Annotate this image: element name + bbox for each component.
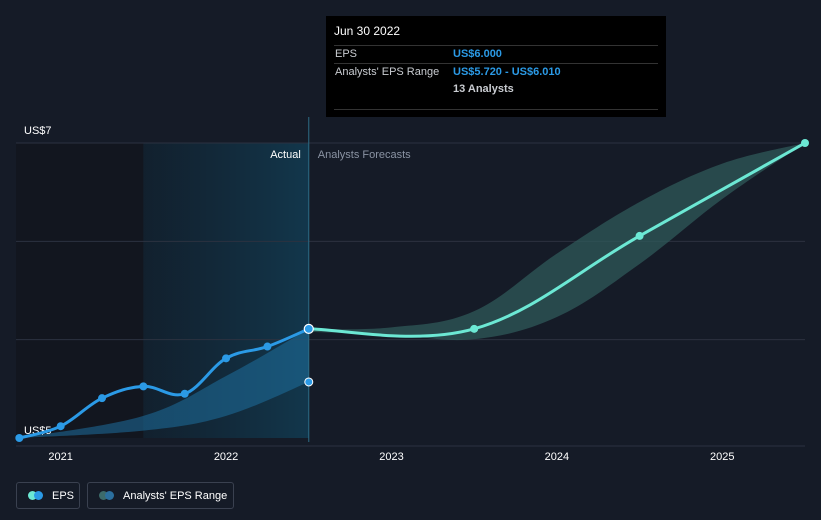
hover-marker — [303, 323, 314, 334]
eps-forecast-line — [308, 141, 806, 338]
tooltip-date: Jun 30 2022 — [334, 24, 401, 38]
actual-label: Actual — [270, 149, 301, 161]
legend-eps[interactable]: EPS — [16, 482, 80, 509]
eps-actual-point — [180, 389, 189, 398]
tooltip-eps-label: EPS — [335, 48, 358, 60]
eps-forecast-point — [470, 324, 479, 333]
eps-actual-point — [15, 434, 24, 442]
tooltip-range-row: Analysts' EPS Range US$5.720 - US$6.010 — [334, 63, 658, 81]
eps-actual-point — [263, 342, 272, 351]
range-band-actual — [19, 328, 309, 438]
tooltip-range-value: US$5.720 - US$6.010 — [453, 66, 561, 78]
past-region — [16, 143, 144, 438]
tooltip-analysts: 13 Analysts — [453, 83, 514, 95]
legend-range[interactable]: Analysts' EPS Range — [87, 482, 234, 509]
x-tick-label: 2024 — [545, 451, 569, 463]
eps-forecast-point — [801, 139, 809, 147]
legend-range-label: Analysts' EPS Range — [123, 489, 228, 502]
eps-legend-icon — [28, 491, 46, 500]
eps-actual-point — [222, 354, 231, 363]
tooltip-range-label: Analysts' EPS Range — [335, 66, 440, 78]
x-tick-label: 2022 — [214, 451, 238, 463]
tooltip-analysts-row: 13 Analysts — [334, 81, 658, 98]
eps-actual-point — [98, 394, 107, 403]
tooltip: Jun 30 2022 EPS US$6.000 Analysts' EPS R… — [326, 16, 666, 117]
legend-eps-label: EPS — [52, 489, 75, 502]
range-legend-icon — [99, 491, 117, 500]
tooltip-eps-row: EPS US$6.000 — [334, 45, 658, 63]
y-tick-label: US$7 — [24, 125, 52, 137]
range-band-forecast — [308, 143, 805, 341]
x-tick-label: 2023 — [379, 451, 403, 463]
eps-forecast-point — [635, 231, 644, 240]
x-tick-label: 2021 — [48, 451, 72, 463]
forecast-label: Analysts Forecasts — [318, 149, 411, 161]
tooltip-eps-value: US$6.000 — [453, 48, 502, 60]
eps-actual-point — [139, 382, 148, 391]
x-tick-label: 2025 — [710, 451, 734, 463]
eps-actual-point — [56, 422, 65, 431]
range-low-marker — [304, 377, 314, 387]
